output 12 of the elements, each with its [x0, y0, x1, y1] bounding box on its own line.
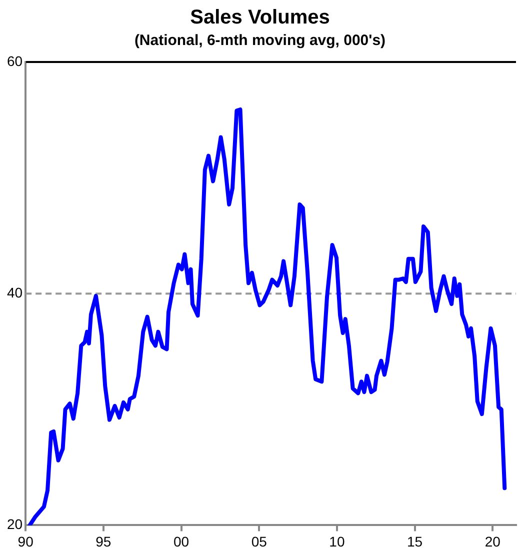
- x-tick-label: 05: [251, 533, 268, 550]
- y-tick-label: 40: [6, 284, 23, 300]
- y-tick-label: 20: [6, 516, 23, 532]
- chart-title: Sales Volumes: [190, 6, 330, 29]
- chart-subtitle: (National, 6-mth moving avg, 000's): [134, 32, 386, 50]
- x-tick-label: 90: [18, 533, 34, 550]
- y-tick-label: 60: [6, 52, 23, 69]
- x-tick-label: 95: [96, 533, 112, 550]
- x-tick-label: 15: [407, 533, 423, 550]
- x-tick-label: 00: [173, 533, 190, 550]
- x-tick-label: 10: [329, 533, 345, 550]
- x-tick-label: 20: [484, 533, 501, 550]
